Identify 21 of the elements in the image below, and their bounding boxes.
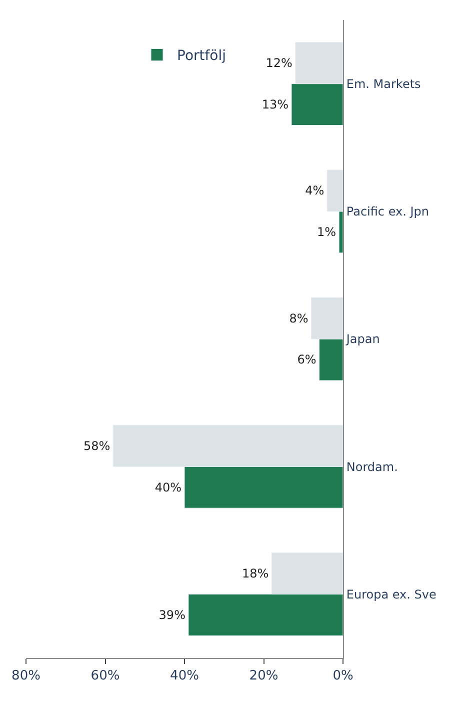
data-label: 39% — [158, 608, 186, 622]
y-tick-label: Japan — [345, 332, 380, 346]
data-label: 13% — [262, 98, 288, 112]
data-label: 58% — [84, 438, 110, 453]
y-tick-label: Europa ex. Sve — [346, 587, 436, 602]
data-label: 12% — [266, 56, 292, 70]
x-tick-label: 40% — [170, 668, 199, 684]
x-tick-label: 20% — [249, 668, 278, 684]
x-tick-label: 60% — [90, 668, 120, 684]
data-label: 6% — [297, 352, 316, 367]
data-label: 18% — [242, 566, 269, 580]
y-tick-label: Pacific ex. Jpn — [346, 204, 430, 219]
x-tick-label: 80% — [12, 668, 40, 684]
y-tick-label: Nordam. — [346, 460, 398, 474]
legend-label: Portfölj — [177, 48, 226, 64]
y-tick-label: Em. Markets — [346, 77, 421, 91]
x-tick-label: 0% — [332, 668, 354, 684]
data-label: 40% — [154, 480, 182, 494]
data-label: 8% — [289, 311, 308, 326]
data-label: 4% — [305, 184, 324, 198]
data-label: 1% — [316, 225, 336, 240]
